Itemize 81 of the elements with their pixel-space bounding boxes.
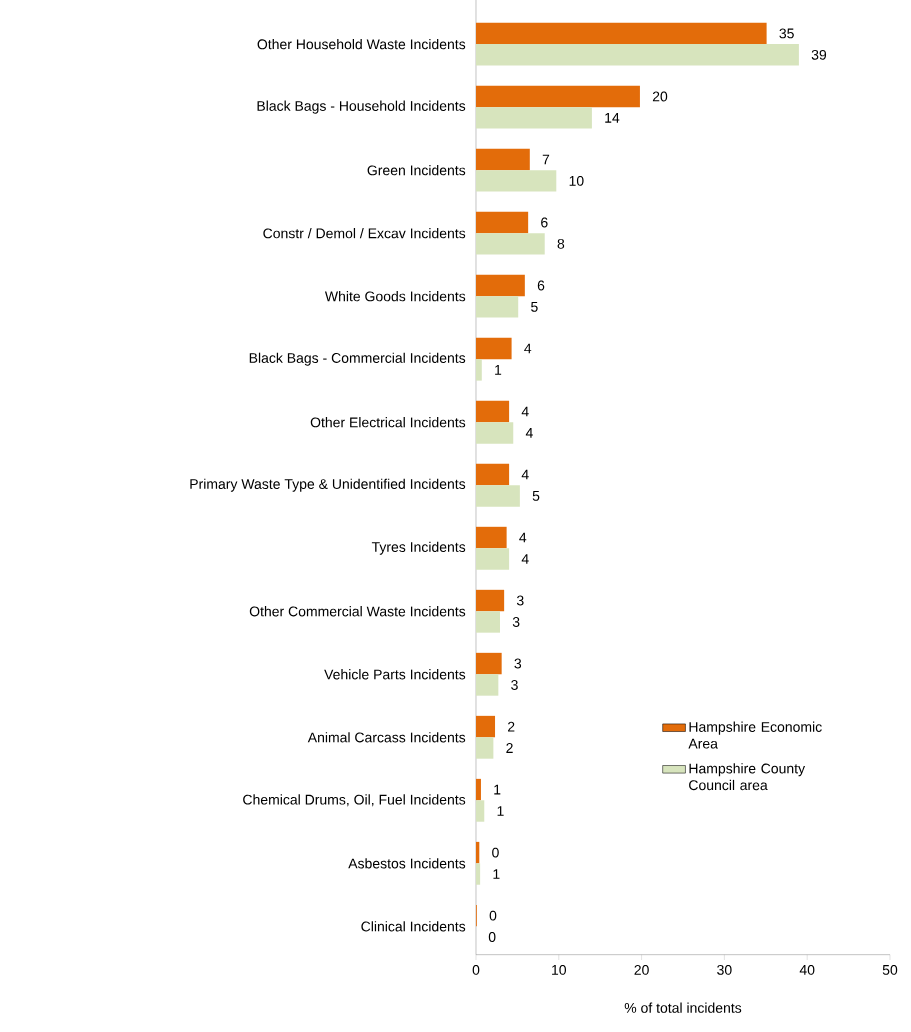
data-label: 3 — [512, 617, 520, 627]
data-label: 10 — [569, 175, 584, 186]
x-axis-title: % of total incidents — [624, 1002, 742, 1013]
x-tick-label: 40 — [799, 964, 815, 975]
data-label: 4 — [521, 469, 529, 480]
bar — [475, 274, 525, 297]
data-label: 5 — [530, 302, 538, 312]
y-tick-label: Green Incidents — [367, 165, 466, 176]
data-label: 20 — [652, 91, 668, 102]
y-tick-label: Tyres Incidents — [371, 541, 466, 555]
data-label: 3 — [514, 658, 521, 669]
y-tick-label: Animal Carcass Incidents — [307, 732, 466, 743]
bar — [475, 170, 557, 192]
y-tick-label: Chemical Drums, Oil, Fuel Incidents — [242, 794, 466, 807]
y-tick-label: Black Bags - Household Incidents — [257, 100, 466, 114]
data-label: 4 — [521, 554, 529, 564]
data-label: 3 — [516, 595, 524, 606]
data-label: 1 — [494, 365, 501, 375]
x-tick-label: 20 — [634, 964, 649, 975]
bar — [475, 148, 530, 171]
x-tick-label: 10 — [551, 964, 566, 975]
data-label: 4 — [525, 428, 533, 438]
y-tick-label: Asbestos Incidents — [348, 858, 466, 869]
bar — [475, 800, 485, 822]
bar — [475, 526, 507, 549]
bar — [475, 107, 592, 129]
bar — [475, 400, 509, 423]
x-tick-label: 30 — [716, 964, 732, 975]
data-label: 1 — [494, 784, 501, 795]
data-label: 7 — [542, 154, 549, 165]
bar — [475, 233, 545, 255]
data-label: 14 — [605, 113, 620, 123]
data-label: 2 — [507, 721, 515, 732]
data-label: 1 — [497, 806, 504, 816]
data-label: 1 — [493, 869, 500, 879]
data-label: 2 — [506, 743, 513, 753]
data-label: 3 — [510, 680, 518, 690]
data-label: 5 — [532, 491, 540, 501]
data-label: 8 — [557, 238, 564, 249]
bar — [475, 211, 528, 234]
y-tick-label: Black Bags - Commercial Incidents — [249, 352, 466, 366]
bar — [475, 715, 495, 738]
bar — [475, 22, 767, 45]
y-tick-label: Other Commercial Waste Incidents — [249, 606, 466, 617]
bar — [475, 485, 520, 507]
data-label: 35 — [779, 28, 794, 39]
x-tick-label: 0 — [472, 964, 480, 975]
bar — [475, 463, 509, 486]
data-label: 0 — [488, 932, 496, 942]
bar — [475, 863, 480, 885]
y-tick-label: Other Electrical Incidents — [310, 417, 466, 428]
data-label: 6 — [540, 217, 548, 228]
bar — [475, 85, 640, 108]
data-label: 4 — [521, 406, 529, 417]
bar — [475, 652, 502, 675]
bar — [475, 44, 799, 66]
bar — [475, 359, 482, 381]
bar — [475, 778, 481, 801]
bar — [475, 674, 499, 696]
y-tick-label: Clinical Incidents — [361, 921, 466, 932]
bar — [475, 422, 514, 444]
bar — [475, 611, 500, 633]
bar — [475, 337, 512, 360]
bar — [475, 296, 519, 318]
data-label: 39 — [811, 49, 826, 60]
data-label: 6 — [537, 280, 545, 291]
y-tick-label: Vehicle Parts Incidents — [324, 669, 466, 680]
legend-label: Hampshire Economic Area — [688, 721, 822, 749]
bar — [475, 589, 504, 612]
data-label: 4 — [519, 532, 527, 543]
legend-label: Hampshire County Council area — [688, 763, 805, 791]
data-label: 0 — [489, 910, 497, 921]
y-tick-label: Other Household Waste Incidents — [257, 38, 466, 50]
bar — [475, 737, 494, 759]
y-tick-label: Constr / Demol / Excav Incidents — [263, 228, 466, 239]
bar — [475, 548, 509, 570]
y-tick-label: White Goods Incidents — [324, 291, 466, 302]
data-label: 0 — [491, 847, 499, 858]
y-tick-label: Primary Waste Type & Unidentified Incidents — [190, 478, 466, 492]
data-label: 4 — [524, 343, 532, 354]
x-tick-label: 50 — [882, 964, 898, 975]
